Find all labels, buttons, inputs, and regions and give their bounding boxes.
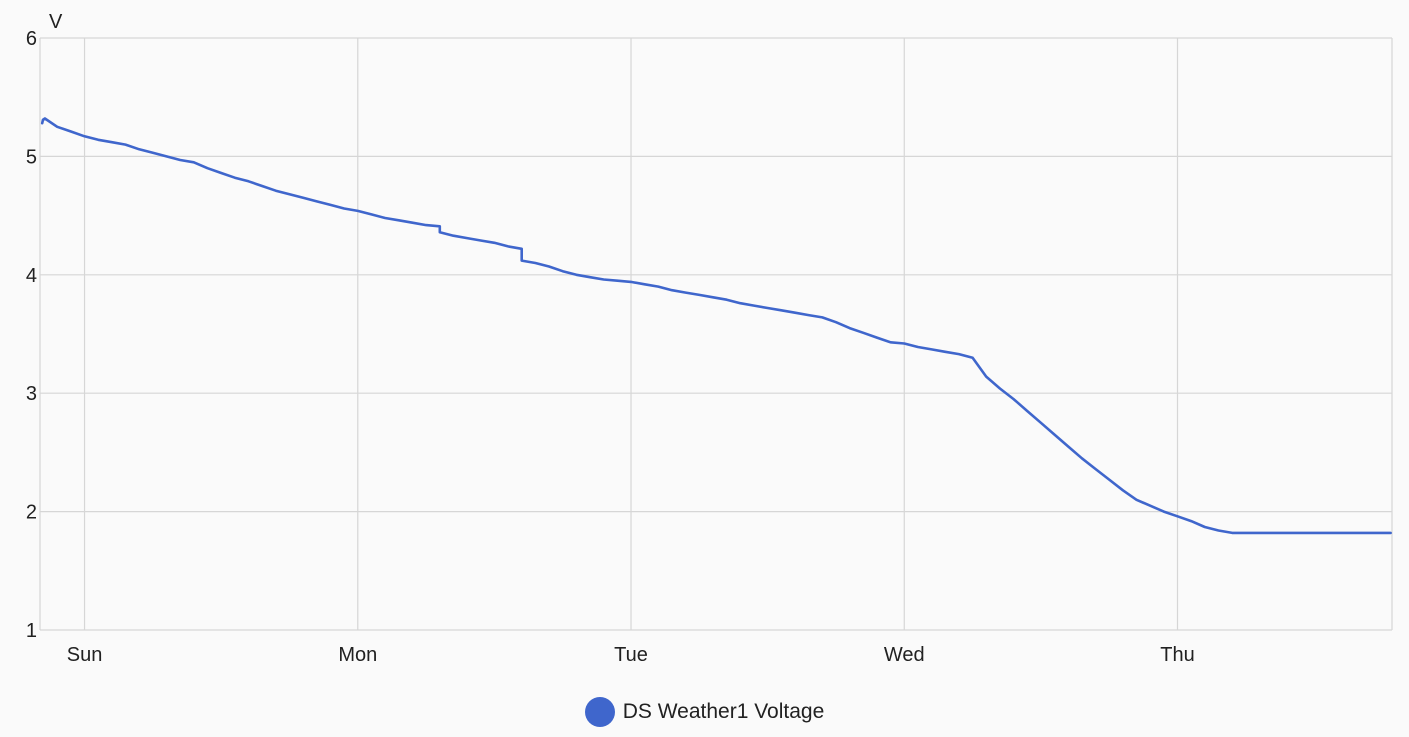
chart-legend: DS Weather1 Voltage [0,692,1409,732]
x-tick-label-mon: Mon [338,644,377,666]
y-tick-label-2: 2 [26,502,37,524]
series-line-0 [40,117,1392,535]
x-axis: Sun Mon Tue Wed Thu [67,644,1195,666]
x-tick-label-tue: Tue [614,644,648,666]
y-axis-unit-label: V [49,11,63,33]
y-tick-label-3: 3 [26,383,37,405]
x-tick-label-sun: Sun [67,644,103,666]
y-tick-label-1: 1 [26,620,37,642]
chart-grid [39,37,1393,631]
chart-series [40,117,1392,535]
y-axis: 1 2 3 4 5 6 [26,28,37,642]
x-tick-label-wed: Wed [884,644,925,666]
y-tick-label-4: 4 [26,265,37,287]
legend-swatch [584,697,615,727]
legend-item-ds-weather1-voltage[interactable]: DS Weather1 Voltage [584,697,825,727]
x-tick-label-thu: Thu [1160,644,1194,666]
y-tick-label-6: 6 [26,28,37,50]
y-tick-label-5: 5 [26,146,37,168]
legend-label: DS Weather1 Voltage [622,700,825,723]
